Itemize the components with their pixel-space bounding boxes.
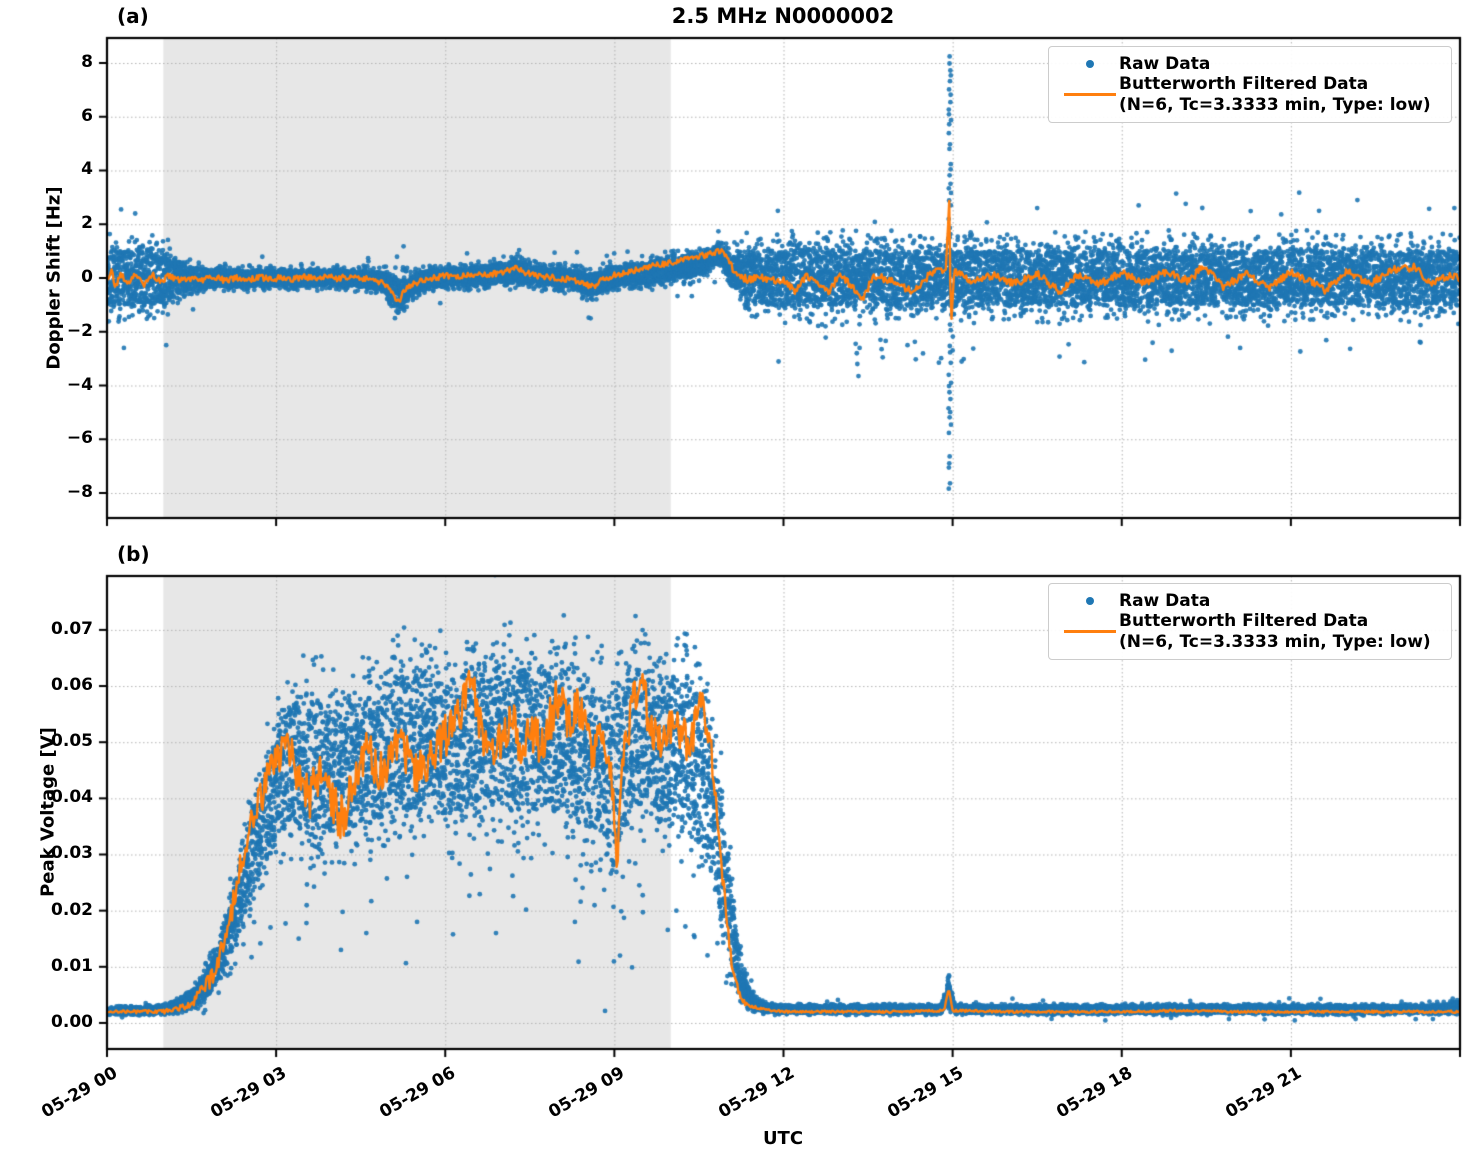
legend-panel-a: Raw Data Butterworth Filtered Data (N=6,… (1048, 46, 1452, 124)
legend-filtered-sub: (N=6, Tc=3.3333 min, Type: low) (1119, 631, 1431, 652)
y-axis-label-a: Doppler Shift [Hz] (43, 186, 65, 370)
legend-item-raw: Raw Data (1061, 591, 1441, 611)
legend-item-filtered: Butterworth Filtered Data (N=6, Tc=3.333… (1061, 611, 1441, 652)
y-tick-label-b: 0.01 (51, 955, 93, 976)
legend-raw-label: Raw Data (1119, 591, 1211, 611)
legend-panel-b: Raw Data Butterworth Filtered Data (N=6,… (1048, 583, 1452, 661)
y-tick-label-a: 8 (81, 51, 93, 72)
y-tick-label-a: 2 (81, 213, 93, 234)
legend-filtered-label: Butterworth Filtered Data (1119, 611, 1369, 632)
y-tick-label-a: −6 (66, 428, 93, 449)
panel-a-label: (a) (117, 4, 149, 28)
legend-raw-label: Raw Data (1119, 54, 1211, 74)
y-tick-label-a: −8 (66, 482, 93, 502)
panel-b-label: (b) (117, 542, 150, 566)
y-tick-label-b: 0.07 (51, 618, 93, 639)
y-tick-label-a: 0 (81, 267, 93, 287)
y-tick-label-b: 0.05 (51, 731, 93, 752)
filtered-line-marker-icon (1064, 630, 1116, 634)
figure-title: 2.5 MHz N0000002 (671, 4, 895, 28)
legend-filtered-sub: (N=6, Tc=3.3333 min, Type: low) (1119, 94, 1431, 115)
y-tick-label-b: 0.00 (51, 1011, 93, 1032)
y-tick-label-a: −2 (66, 320, 93, 341)
y-axis-label-b: Peak Voltage [V] (37, 727, 59, 897)
y-tick-label-a: −4 (66, 374, 93, 395)
y-tick-label-b: 0.02 (51, 899, 93, 920)
legend-filtered-label: Butterworth Filtered Data (1119, 74, 1369, 95)
filtered-line-marker-icon (1064, 93, 1116, 97)
y-tick-label-b: 0.04 (51, 787, 93, 808)
y-tick-label-a: 6 (81, 105, 93, 126)
y-tick-label-b: 0.03 (51, 843, 93, 864)
y-tick-label-b: 0.06 (51, 675, 93, 696)
legend-item-filtered: Butterworth Filtered Data (N=6, Tc=3.333… (1061, 74, 1441, 115)
raw-data-marker-icon (1086, 60, 1094, 69)
y-tick-label-a: 4 (81, 159, 93, 180)
raw-data-marker-icon (1086, 597, 1094, 606)
x-axis-label: UTC (762, 1128, 804, 1149)
legend-item-raw: Raw Data (1061, 54, 1441, 74)
